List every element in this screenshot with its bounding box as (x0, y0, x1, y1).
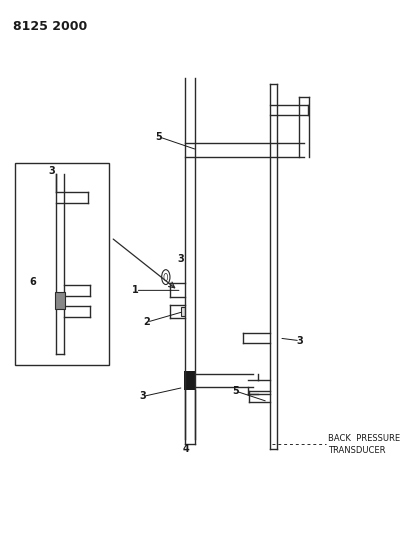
Text: BACK  PRESSURE
TRANSDUCER: BACK PRESSURE TRANSDUCER (328, 434, 400, 455)
Text: 3: 3 (296, 336, 303, 346)
Bar (180, 307, 185, 317)
Text: 5: 5 (232, 386, 238, 396)
Text: 1: 1 (132, 285, 139, 295)
Bar (184, 371, 196, 390)
Text: 4: 4 (182, 445, 189, 455)
Text: 8125 2000: 8125 2000 (13, 20, 87, 33)
Bar (54, 293, 65, 310)
Text: 3: 3 (48, 166, 54, 176)
Text: 5: 5 (155, 132, 161, 142)
Text: 3: 3 (139, 391, 146, 401)
Bar (15, 163, 109, 365)
Ellipse shape (161, 270, 170, 285)
Ellipse shape (164, 273, 167, 281)
Text: 3: 3 (177, 254, 184, 263)
Text: 2: 2 (143, 317, 150, 327)
Text: 6: 6 (29, 277, 36, 287)
